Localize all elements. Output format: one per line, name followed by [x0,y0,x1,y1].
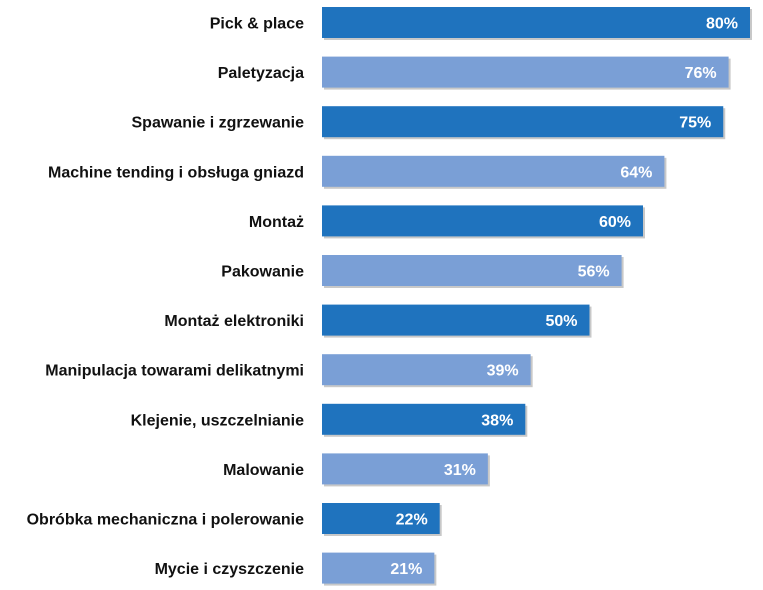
value-label: 76% [685,65,717,82]
bar [322,56,729,88]
value-label: 21% [390,561,422,578]
bars [322,7,750,584]
category-label: Mycie i czyszczenie [155,561,305,578]
category-label: Obróbka mechaniczna i polerowanie [27,512,305,529]
bar [322,403,526,435]
value-label: 60% [599,214,631,231]
value-label: 39% [487,363,519,380]
category-labels: Pick & place Paletyzacja Spawanie i zgrzew… [27,16,305,579]
value-label: 75% [679,115,711,132]
bar [322,7,750,38]
bar [322,155,665,187]
value-labels: 80% 76% 75% 64% 60% 56% 50% 39% 38% 31% 22% 21% [390,16,738,579]
category-label: Montaż elektroniki [164,313,304,330]
bar-shadows [324,9,752,586]
category-label: Spawanie i zgrzewanie [132,115,305,132]
value-label: 22% [396,512,428,529]
bar [322,106,724,138]
bar [322,552,435,584]
value-label: 80% [706,16,738,33]
category-label: Klejenie, uszczelnianie [131,412,305,429]
bar [322,205,643,237]
value-label: 31% [444,462,476,479]
value-label: 38% [481,412,513,429]
category-label: Manipulacja towarami delikatnymi [45,363,304,380]
bar [322,354,531,386]
category-label: Pick & place [210,16,304,33]
bar [322,503,440,534]
category-label: Machine tending i obsługa gniazd [48,164,304,181]
value-label: 56% [578,264,610,281]
category-label: Pakowanie [221,264,304,281]
bar [322,304,590,336]
category-label: Malowanie [223,462,304,479]
bar [322,255,622,286]
bar [322,453,488,485]
value-label: 64% [620,164,652,181]
category-label: Montaż [249,214,304,231]
category-label: Paletyzacja [218,65,304,82]
value-label: 50% [545,313,577,330]
